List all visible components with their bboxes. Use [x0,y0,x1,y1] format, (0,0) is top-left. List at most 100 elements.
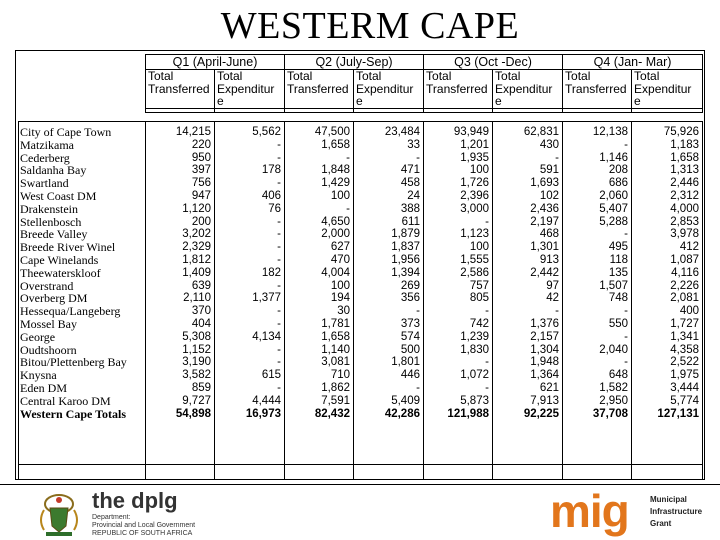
value-cell: 1,555 [460,253,489,266]
value-cell: 5,774 [670,394,699,407]
sub-header-cell: Transferred [562,82,633,95]
value-cell: 2,157 [530,330,559,343]
value-cell: 30 [337,305,350,318]
mig-caption: Municipal Infrastructure Grant [650,494,702,530]
value-cell: 3,081 [321,356,350,369]
municipality-name: Hessequa/Langeberg [20,304,121,319]
value-cell: 5,562 [252,126,281,138]
value-cell: 4,004 [321,266,350,279]
value-cell: 127,131 [657,407,699,420]
value-cell: 615 [261,369,281,382]
table-row: Eden DM 859 - 1,862 - - 621 1,582 3,444 [18,382,702,395]
value-cell: 24 [407,189,420,202]
value-cell: 3,190 [182,356,211,369]
value-cell: - [277,151,281,164]
value-cell: 2,329 [182,241,211,254]
value-cell: 2,436 [530,202,559,215]
value-cell: 1,201 [460,138,489,151]
value-cell: 4,444 [252,394,281,407]
table-row: Saldanha Bay 397 178 1,848 471 100 591 208 1,313 [18,164,702,177]
value-cell: 178 [261,164,281,177]
footer [0,484,720,540]
value-cell: 75,926 [663,126,699,138]
header-spacer [214,107,285,113]
value-cell: 1,409 [182,266,211,279]
value-cell: 1,140 [321,343,350,356]
value-cell: 1,848 [321,164,350,177]
dplg-line1: Department: [92,514,131,521]
sub-header-cell: Total [352,69,425,83]
value-cell: 97 [546,279,559,292]
mig-line3: Grant [650,519,672,528]
municipality-name: West Coast DM [20,188,97,203]
value-cell: 4,134 [252,330,281,343]
value-cell: 2,586 [460,266,489,279]
value-cell: - [624,330,628,343]
municipality-name: Oudtshoorn [20,342,77,357]
value-cell: - [416,305,420,318]
value-cell: 406 [261,189,281,202]
value-cell: 1,727 [670,317,699,330]
value-cell: 1,304 [530,343,559,356]
mig-line1: Municipal [650,495,687,504]
value-cell: 495 [608,241,628,254]
value-cell: 412 [679,241,699,254]
table-row: Swartland 756 - 1,429 458 1,726 1,693 686 2,446 [18,177,702,190]
sub-header-cell [145,95,215,108]
value-cell: 710 [330,369,350,382]
value-cell: 370 [191,305,211,318]
value-cell: 947 [191,189,211,202]
value-cell: 686 [608,177,628,190]
table-row: Cederberg 950 - - - 1,935 - 1,146 1,658 [18,151,702,165]
value-cell: - [277,253,281,266]
sub-header-cell: Total [423,69,494,83]
value-cell: 627 [330,241,350,254]
sub-header-cell: Transferred [423,82,494,95]
municipality-name: Eden DM [20,380,67,395]
sub-header-cell: Expenditur [214,82,285,95]
value-cell: 1,693 [530,177,559,190]
value-cell: - [485,381,489,394]
coat-of-arms-icon [40,494,78,536]
value-cell: - [485,305,489,318]
value-cell: 1,120 [182,202,211,215]
table-row: West Coast DM 947 406 100 24 2,396 102 2,060 2,3… [18,190,702,203]
header-spacer [352,107,425,113]
value-cell: 2,197 [530,215,559,228]
value-cell: 16,973 [245,407,281,420]
value-cell: 1,301 [530,241,559,254]
value-cell: 3,978 [670,228,699,241]
value-cell: 1,507 [599,279,628,292]
value-cell: 3,582 [182,369,211,382]
value-cell: 208 [608,164,628,177]
sub-header-cell: e [492,95,564,108]
value-cell: 805 [469,292,489,305]
value-cell: 1,658 [321,330,350,343]
value-cell: 1,341 [670,330,699,343]
value-cell: 1,879 [391,228,420,241]
value-cell: 1,812 [182,253,211,266]
sub-header-cell: e [631,95,704,108]
value-cell: 12,138 [592,126,628,138]
quarter-q1: Q1 (April-June) [145,54,285,70]
value-cell: 121,988 [447,407,489,420]
municipality-name: Breede Valley [20,227,88,242]
quarter-q3: Q3 (Oct -Dec) [423,54,564,70]
value-cell: 5,873 [460,394,489,407]
quarter-q4: Q4 (Jan- Mar) [562,54,704,70]
value-cell: 1,152 [182,343,211,356]
value-cell: 2,442 [530,266,559,279]
value-cell: 100 [469,164,489,177]
value-cell: - [277,228,281,241]
value-cell: 47,500 [314,126,350,138]
dplg-logo: the dplg Department: Provincial and Loca… [92,488,195,538]
value-cell: 1,183 [670,138,699,151]
value-cell: 446 [400,369,420,382]
value-cell: 2,081 [670,292,699,305]
value-cell: 1,975 [670,369,699,382]
value-cell: 23,484 [384,126,420,138]
value-cell: 4,000 [670,202,699,215]
value-cell: 92,225 [523,407,559,420]
dplg-the: the [92,488,125,513]
value-cell: - [485,356,489,369]
